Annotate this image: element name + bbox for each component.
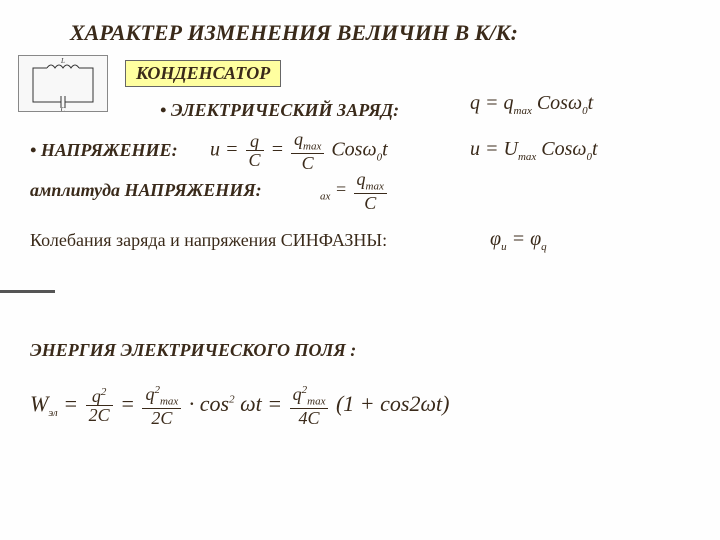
eq-voltage-u: u = qC = qmaxC Cosω0t [210,130,388,172]
inductor-label: L [60,57,65,65]
slide-title: ХАРАКТЕР ИЗМЕНЕНИЯ ВЕЛИЧИН В К/К: [70,20,700,46]
charge-label: ЭЛЕКТРИЧЕСКИЙ ЗАРЯД: [171,100,399,120]
eq-amplitude: ax = qmaxC [320,170,389,212]
synphase-text: Колебания заряда и напряжения СИНФАЗНЫ: [30,230,387,251]
lc-circuit-diagram: L C [18,55,108,112]
voltage-bullet: • НАПРЯЖЕНИЕ: [30,140,178,161]
amplitude-label: амплитуда НАПРЯЖЕНИЯ: [30,180,262,201]
capacitor-label: C [61,106,66,111]
eq-phase: φu = φq [490,228,547,253]
divider-rule [0,290,55,293]
capacitor-heading: КОНДЕНСАТОР [125,60,281,87]
eq-voltage-U: u = Umax Cosω0t [470,138,598,163]
voltage-label: НАПРЯЖЕНИЕ: [41,140,178,160]
energy-label: ЭНЕРГИЯ ЭЛЕКТРИЧЕСКОГО ПОЛЯ : [30,340,356,361]
charge-bullet: • ЭЛЕКТРИЧЕСКИЙ ЗАРЯД: [160,100,399,121]
eq-energy: Wэл = q2 2C = q2max 2C · cos2 ωt = q2max… [30,385,449,427]
eq-charge: q = qmax Cosω0t [470,92,593,117]
